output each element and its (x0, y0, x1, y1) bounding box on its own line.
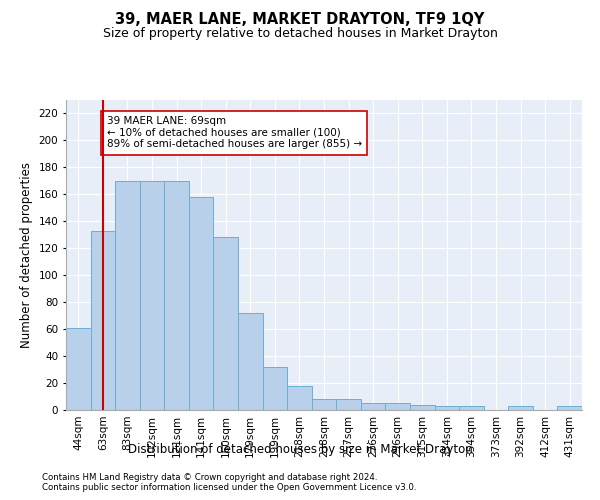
Bar (238, 313, 263, 410)
Bar (312, 399, 336, 410)
Bar (214, 238, 238, 410)
Text: Size of property relative to detached houses in Market Drayton: Size of property relative to detached ho… (103, 28, 497, 40)
Bar (287, 386, 312, 410)
Bar (557, 406, 582, 410)
Bar (115, 181, 140, 410)
Bar (508, 406, 533, 410)
Text: 39 MAER LANE: 69sqm
← 10% of detached houses are smaller (100)
89% of semi-detac: 39 MAER LANE: 69sqm ← 10% of detached ho… (107, 116, 362, 150)
Bar (336, 399, 361, 410)
Bar (410, 404, 434, 410)
Bar (385, 404, 410, 410)
Bar (140, 181, 164, 410)
Bar (263, 367, 287, 410)
Bar (66, 328, 91, 410)
Bar (434, 406, 459, 410)
Y-axis label: Number of detached properties: Number of detached properties (20, 162, 33, 348)
Bar (91, 230, 115, 410)
Text: Contains public sector information licensed under the Open Government Licence v3: Contains public sector information licen… (42, 484, 416, 492)
Bar (459, 406, 484, 410)
Text: Distribution of detached houses by size in Market Drayton: Distribution of detached houses by size … (128, 442, 472, 456)
Text: Contains HM Land Registry data © Crown copyright and database right 2024.: Contains HM Land Registry data © Crown c… (42, 472, 377, 482)
Bar (189, 197, 214, 410)
Text: 39, MAER LANE, MARKET DRAYTON, TF9 1QY: 39, MAER LANE, MARKET DRAYTON, TF9 1QY (115, 12, 485, 28)
Bar (361, 404, 385, 410)
Bar (164, 181, 189, 410)
